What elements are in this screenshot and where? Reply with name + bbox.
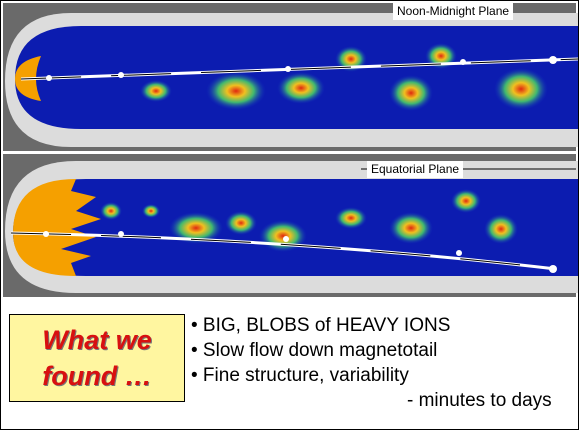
panel-label: Equatorial Plane [367, 161, 463, 178]
bullet: - minutes to days [407, 390, 552, 412]
equatorial-panel [3, 154, 578, 297]
panel-label: Noon-Midnight Plane [393, 3, 513, 20]
bullet: • Fine structure, variability [191, 365, 409, 387]
bullet: • Slow flow down magnetotail [191, 340, 437, 362]
callout-text: found … [10, 358, 184, 394]
noon-midnight-panel [3, 3, 578, 151]
slide: Noon-Midnight Plane Equatorial Plane Wha… [0, 0, 579, 430]
bullet: • BIG, BLOBS of HEAVY IONS [191, 315, 450, 337]
simulation-images [1, 1, 578, 299]
callout-box: What we found … [9, 314, 185, 402]
callout-text: What we [10, 322, 184, 358]
